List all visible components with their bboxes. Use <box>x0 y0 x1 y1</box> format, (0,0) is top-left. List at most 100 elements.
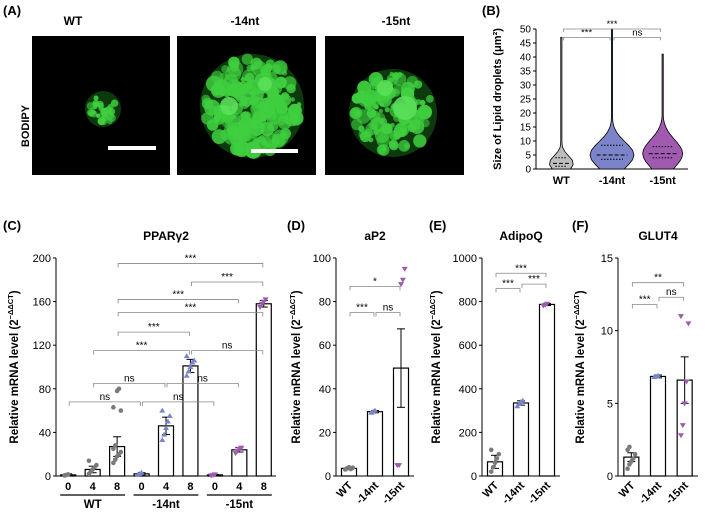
y-tick-label: 40 <box>319 384 331 396</box>
data-point <box>655 372 661 378</box>
x-tick-label: 0 <box>138 481 144 493</box>
data-point <box>627 444 632 450</box>
y-tick-label: 50 <box>520 25 532 36</box>
significance-bracket <box>117 331 190 337</box>
data-point <box>191 357 198 363</box>
bar <box>538 303 556 477</box>
data-point <box>211 472 218 478</box>
bar <box>231 449 248 477</box>
data-point <box>492 460 498 466</box>
significance-bracket <box>191 281 264 286</box>
y-tick-label: 400 <box>459 384 477 396</box>
significance-label: ns <box>124 373 135 384</box>
lipid-droplet <box>248 95 259 106</box>
y-tick-label: 5 <box>525 151 531 162</box>
lipid-droplet <box>277 115 292 130</box>
lipid-droplet <box>210 70 224 84</box>
significance-bracket <box>375 312 401 317</box>
data-point <box>163 425 169 431</box>
x-tick-label: 4 <box>236 481 243 493</box>
lipid-droplet <box>409 119 425 134</box>
y-tick-label: 40 <box>520 53 532 64</box>
y-tick-label: 100 <box>313 253 331 265</box>
lipid-droplet <box>286 83 296 94</box>
y-axis-label: Relative mRNA level (2−ΔΔCT) <box>288 290 303 443</box>
x-tick-label: 4 <box>163 481 170 493</box>
data-point <box>164 418 171 424</box>
lipid-droplet <box>102 109 107 114</box>
significance-bracket <box>117 312 264 317</box>
data-point <box>494 456 500 461</box>
significance-bracket <box>495 288 521 293</box>
significance-label: *** <box>639 295 651 306</box>
data-point <box>86 458 92 464</box>
x-tick-label: WT <box>553 175 570 185</box>
data-point <box>632 451 638 457</box>
lipid-droplet <box>98 105 104 111</box>
y-tick-label: 40 <box>39 427 51 439</box>
y-tick-label: 15 <box>520 123 532 134</box>
data-point <box>488 447 494 453</box>
lipid-droplet <box>415 99 422 105</box>
y-tick-label: 30 <box>520 81 532 92</box>
y-axis-label: Relative mRNA level (2−ΔΔCT) <box>6 290 21 443</box>
data-point <box>677 314 684 320</box>
y-tick-label: 10 <box>520 137 532 148</box>
x-tick-label: WT <box>335 479 356 500</box>
chart-d-ap2: aP2 0 20 40 60 80 100 Relative mRNA level (2−ΔΔ… <box>288 229 414 507</box>
micro-title-wt: WT <box>63 14 83 28</box>
data-point <box>112 443 118 448</box>
violin--15nt <box>642 53 684 170</box>
y-tick-label: 160 <box>33 297 51 309</box>
lipid-droplet <box>359 95 365 101</box>
x-tick-label: -14nt <box>354 479 381 506</box>
lipid-droplet <box>246 64 254 72</box>
data-point <box>94 462 99 468</box>
significance-bracket <box>93 382 166 388</box>
x-tick-label: -14nt <box>500 479 527 506</box>
significance-bracket <box>191 350 264 355</box>
lipid-droplet <box>241 53 253 65</box>
lipid-droplet <box>384 107 390 113</box>
lipid-droplet <box>104 106 113 114</box>
lipid-droplet <box>239 99 250 109</box>
chart-title: GLUT4 <box>638 229 678 243</box>
lipid-droplet <box>231 114 236 120</box>
lipid-droplet <box>256 90 261 95</box>
y-tick-label: 0 <box>471 471 477 483</box>
significance-label: *** <box>221 272 233 283</box>
data-point <box>183 372 190 378</box>
panel-label-c: (C) <box>3 218 22 233</box>
data-point <box>166 413 173 419</box>
data-point <box>118 408 124 413</box>
bar <box>182 365 199 477</box>
lipid-droplet <box>425 95 434 103</box>
lipid-droplet <box>101 114 109 122</box>
significance-bracket <box>349 285 401 291</box>
significance-label: *** <box>136 341 148 352</box>
data-point <box>401 266 408 272</box>
significance-label: *** <box>356 303 368 314</box>
lipid-droplet <box>377 80 393 96</box>
significance-label: *** <box>185 303 197 314</box>
lipid-droplet <box>211 129 227 144</box>
x-tick-label: -14nt <box>599 175 626 185</box>
lipid-droplet <box>413 134 427 148</box>
chart-title: aP2 <box>364 229 386 243</box>
lipid-droplet <box>370 77 378 85</box>
significance-label: *** <box>528 274 540 285</box>
significance-bracket <box>613 37 662 41</box>
lipid-droplet <box>427 112 432 117</box>
significance-label: ns <box>222 341 233 352</box>
significance-bracket <box>117 299 239 304</box>
significance-bracket <box>166 382 239 388</box>
significance-label: *** <box>606 19 617 30</box>
lipid-droplet <box>389 71 394 77</box>
data-point <box>679 423 686 429</box>
data-point <box>625 466 630 472</box>
data-point <box>262 297 269 303</box>
lipid-droplet <box>225 66 242 82</box>
lipid-droplet <box>220 97 238 115</box>
lipid-droplet <box>271 96 287 112</box>
significance-label: ns <box>632 27 642 38</box>
